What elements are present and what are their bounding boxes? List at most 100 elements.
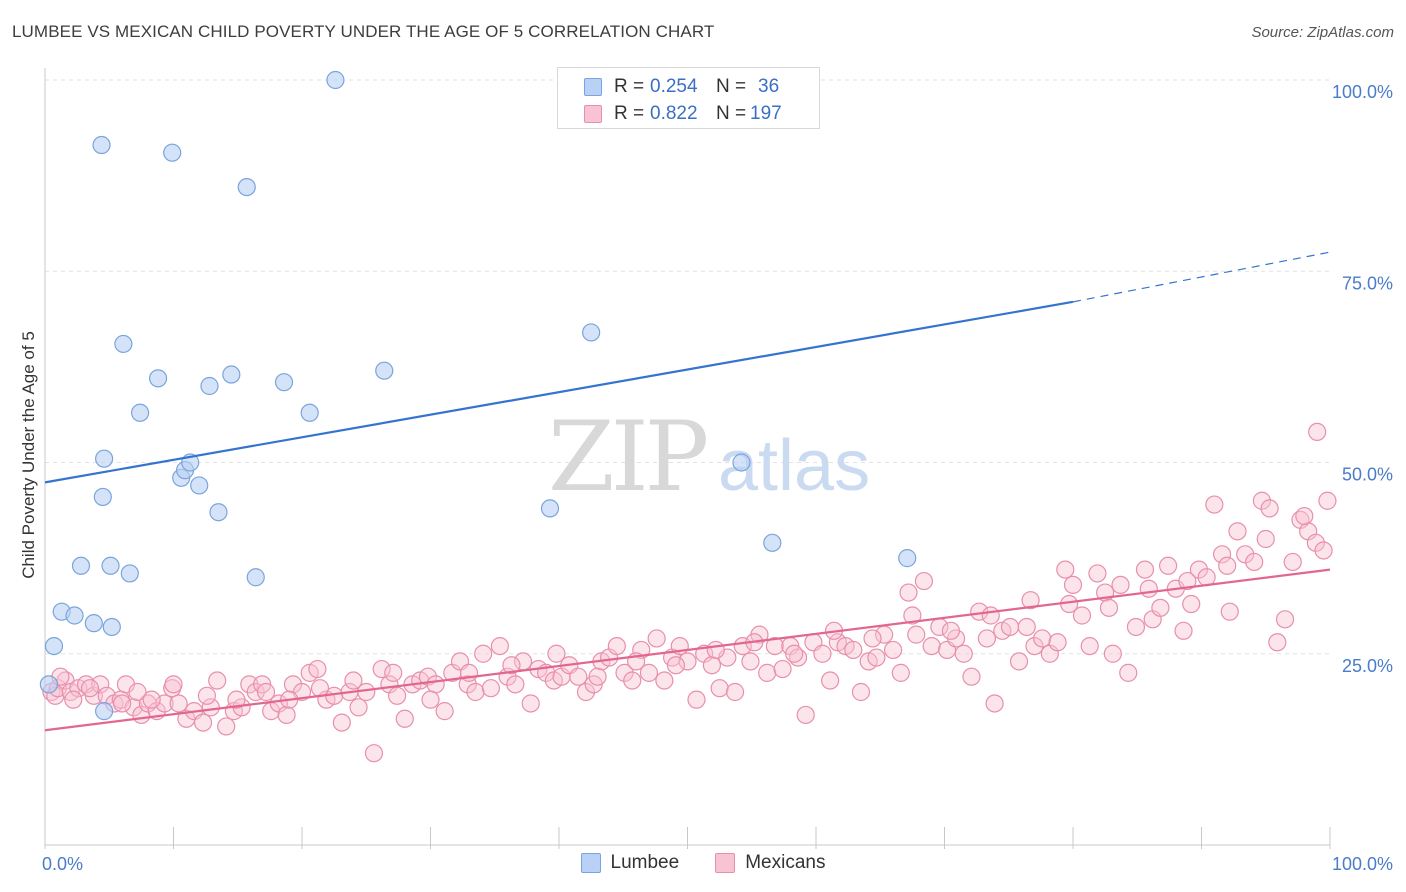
point-lumbee-27 — [300, 403, 319, 422]
point-lumbee-6 — [102, 617, 121, 637]
point-lumbee-22 — [209, 503, 228, 522]
point-mexicans-123 — [985, 694, 1004, 713]
point-mexicans-160 — [1275, 610, 1295, 629]
point-mexicans-99 — [796, 705, 815, 725]
x-tick-label-1: 100.0% — [1332, 854, 1393, 874]
point-mexicans-131 — [1048, 633, 1067, 652]
point-mexicans-152 — [1212, 545, 1232, 564]
point-mexicans-135 — [1080, 636, 1099, 656]
point-mexicans-204 — [1295, 506, 1314, 526]
point-mexicans-80 — [647, 629, 666, 648]
legend-label-mexicans: Mexicans — [745, 852, 826, 873]
point-mexicans-76 — [615, 663, 634, 682]
point-mexicans-62 — [506, 675, 525, 694]
point-lumbee-9 — [93, 487, 112, 507]
point-mexicans-142 — [1135, 560, 1155, 579]
point-mexicans-177 — [256, 682, 276, 702]
point-lumbee-7 — [95, 702, 114, 721]
point-mexicans-171 — [112, 694, 132, 713]
legend-swatch-mexicans — [715, 853, 736, 873]
point-mexicans-199 — [1099, 598, 1119, 617]
legend-item-mexicans[interactable]: Mexicans — [715, 852, 825, 874]
point-mexicans-85 — [687, 690, 706, 709]
watermark-zip: ZIP — [548, 401, 707, 513]
point-mexicans-106 — [851, 682, 871, 702]
point-mexicans-95 — [765, 636, 784, 656]
series-mexicans — [42, 422, 1337, 763]
point-mexicans-13 — [124, 698, 143, 717]
point-mexicans-181 — [384, 663, 403, 682]
point-lumbee-14 — [130, 403, 150, 422]
point-mexicans-175 — [197, 686, 217, 705]
legend-item-lumbee[interactable]: Lumbee — [580, 852, 680, 874]
point-mexicans-151 — [1205, 495, 1224, 514]
point-lumbee-10 — [95, 449, 114, 468]
point-mexicans-110 — [883, 640, 903, 660]
trend-line-lumbee — [44, 300, 1074, 484]
x-tick-label-0: 0.0% — [42, 854, 83, 874]
point-mexicans-158 — [1260, 499, 1279, 518]
point-lumbee-16 — [163, 143, 182, 162]
point-mexicans-94 — [758, 663, 777, 682]
point-mexicans-58 — [474, 644, 493, 663]
n-label: N = — [716, 76, 747, 97]
point-mexicans-144 — [1151, 598, 1170, 617]
point-mexicans-59 — [481, 679, 500, 698]
point-mexicans-159 — [1268, 633, 1287, 652]
point-mexicans-191 — [785, 644, 804, 663]
point-mexicans-184 — [502, 656, 521, 675]
point-mexicans-149 — [1189, 560, 1209, 579]
point-mexicans-92 — [741, 652, 760, 671]
point-mexicans-200 — [1139, 579, 1158, 598]
point-mexicans-25 — [217, 717, 236, 736]
trend-lines — [44, 251, 1331, 732]
point-mexicans-127 — [1017, 617, 1036, 637]
point-mexicans-147 — [1174, 621, 1193, 640]
legend-label-lumbee: Lumbee — [610, 852, 680, 873]
series-lumbee — [39, 70, 917, 721]
point-mexicans-101 — [813, 644, 832, 663]
point-mexicans-53 — [435, 702, 454, 721]
point-mexicans-23 — [201, 698, 220, 717]
point-mexicans-52 — [426, 675, 445, 694]
legend-stats: R = 0.254 N = 36 R = 0.822 N = 197 — [557, 67, 820, 129]
point-lumbee-23 — [222, 365, 241, 384]
point-mexicans-120 — [962, 667, 981, 686]
point-mexicans-186 — [588, 667, 607, 686]
point-mexicans-105 — [844, 640, 863, 660]
point-mexicans-176 — [227, 690, 246, 709]
legend-swatch-lumbee — [580, 853, 601, 873]
r-label: R = — [614, 76, 645, 97]
point-mexicans-165 — [1314, 541, 1333, 560]
point-lumbee-12 — [114, 334, 133, 354]
source-label: Source: ZipAtlas.com — [1251, 24, 1394, 41]
point-mexicans-47 — [387, 686, 407, 705]
point-mexicans-170 — [80, 679, 100, 698]
point-mexicans-88 — [710, 679, 729, 698]
point-mexicans-48 — [395, 709, 414, 728]
point-mexicans-134 — [1072, 606, 1092, 625]
point-lumbee-26 — [274, 373, 294, 392]
point-lumbee-0 — [39, 675, 58, 694]
point-mexicans-148 — [1182, 594, 1201, 614]
point-mexicans-185 — [547, 644, 566, 663]
point-mexicans-115 — [922, 636, 941, 656]
chart-title: LUMBEE VS MEXICAN CHILD POVERTY UNDER TH… — [12, 22, 715, 41]
point-mexicans-166 — [1318, 491, 1337, 510]
point-mexicans-133 — [1063, 575, 1083, 595]
point-mexicans-33 — [277, 705, 296, 725]
y-tick-label-2: 75.0% — [1342, 273, 1393, 293]
point-mexicans-22 — [193, 713, 213, 732]
point-mexicans-44 — [364, 744, 384, 763]
point-mexicans-145 — [1158, 556, 1178, 575]
point-mexicans-8 — [91, 675, 110, 694]
point-mexicans-194 — [903, 606, 922, 625]
point-mexicans-156 — [1245, 552, 1264, 572]
point-lumbee-28 — [326, 70, 345, 90]
point-mexicans-113 — [907, 625, 926, 644]
point-mexicans-79 — [639, 663, 659, 682]
legend-swatch-lumbee — [584, 78, 602, 96]
point-mexicans-189 — [706, 640, 725, 660]
point-lumbee-21 — [200, 376, 219, 396]
point-mexicans-129 — [1033, 629, 1052, 648]
